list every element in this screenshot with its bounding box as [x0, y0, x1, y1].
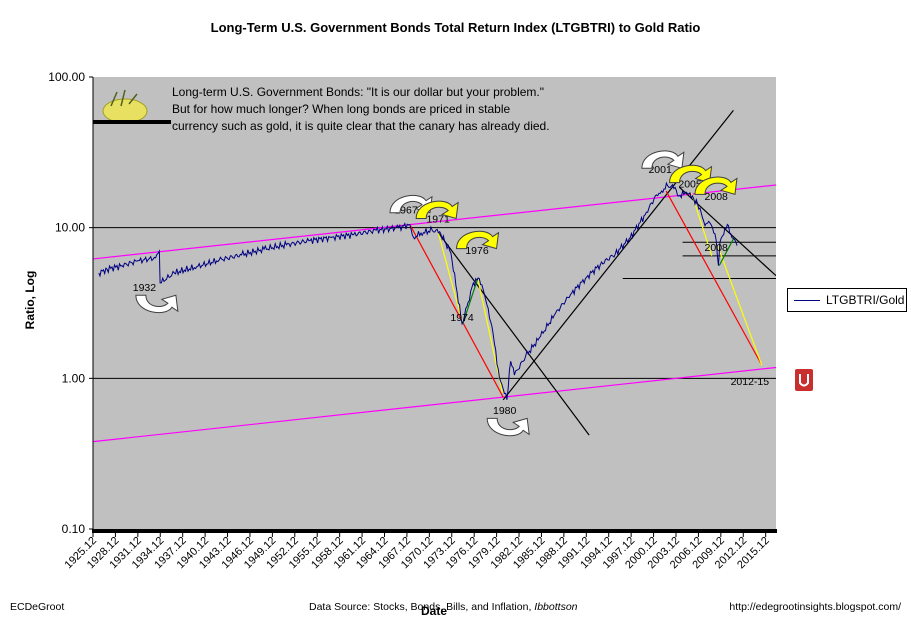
curved-arrow-2001-icon [641, 150, 685, 169]
yellow-trend-line-5 [437, 232, 464, 324]
curved-arrow-1971-icon [415, 200, 459, 220]
green-trend-line-10 [718, 237, 735, 266]
year-annotation: 1971 [426, 214, 450, 226]
curved-arrow-2008-icon [694, 176, 738, 196]
badge-bg [795, 369, 813, 391]
legend-label: LTGBTRI/Gold [826, 293, 905, 307]
canary-annotation: Long-term U.S. Government Bonds: "It is … [172, 85, 550, 133]
year-annotation: 2005 [678, 178, 702, 190]
series-line-ltgbtri-gold [98, 181, 738, 400]
green-trend-line-9 [462, 278, 479, 325]
curved-arrow-1980-icon-shape [486, 417, 530, 437]
y-tick-label: 10.00 [55, 221, 85, 235]
canary-legs [110, 89, 138, 107]
curved-arrow-1976-icon [456, 230, 500, 250]
y-tick-label: 1.00 [62, 371, 86, 385]
footer-author: ECDeGroot [10, 601, 65, 613]
plot-area [93, 77, 776, 529]
legend: LTGBTRI/Gold [787, 288, 907, 312]
curved-arrow-2001-icon-shape [641, 150, 685, 169]
y-tick-label: 100.00 [48, 70, 85, 84]
badge-mark [799, 374, 809, 387]
upper-channel-line [93, 184, 776, 260]
year-annotation: 1932 [133, 282, 157, 294]
black-trend-line-0 [437, 232, 590, 436]
y-axis-label: Ratio, Log [23, 270, 37, 330]
year-annotation: 1974 [450, 312, 474, 324]
curved-arrow-1976-icon-shape [456, 230, 500, 250]
curved-arrow-1932-icon [135, 294, 179, 314]
black-trend-line-1 [502, 110, 734, 401]
curved-arrow-1971-icon-shape [415, 200, 459, 220]
yellow-trend-line-8 [716, 243, 763, 366]
footer-url: http://edegrootinsights.blogspot.com/ [729, 601, 901, 613]
footer-source: Data Source: Stocks, Bonds, Bills, and I… [309, 601, 578, 613]
curved-arrow-2005-icon-shape [669, 164, 713, 184]
x-axis-line [92, 529, 777, 533]
year-annotation: 2008 [705, 242, 729, 254]
y-tick-label: 0.10 [62, 522, 86, 536]
curved-arrow-1980-icon [486, 417, 530, 437]
canary-perch [93, 120, 171, 124]
year-annotation: 2012-15 [731, 376, 770, 388]
year-annotation: 1980 [493, 405, 517, 417]
x-axis-label: Date [420, 604, 448, 618]
curved-arrow-2008-icon-shape [694, 176, 738, 196]
year-annotation: 2008 [705, 191, 729, 203]
footer-source-italic: Ibbottson [534, 601, 578, 613]
curved-arrow-2005-icon [669, 164, 713, 184]
year-annotation: 2001 [648, 164, 672, 176]
year-annotation: 1976 [465, 245, 489, 257]
legend-swatch [794, 299, 820, 301]
yellow-trend-line-6 [477, 278, 504, 394]
curved-arrow-1932-icon-shape [135, 294, 179, 314]
footer-source-prefix: Data Source: Stocks, Bonds, Bills, and I… [309, 601, 535, 613]
lower-channel-line [93, 366, 776, 443]
warning-badge-icon [795, 369, 813, 391]
red-trend-line-3 [409, 225, 504, 398]
canary-body [102, 98, 148, 124]
chart-title: Long-Term U.S. Government Bonds Total Re… [210, 20, 701, 35]
dead-canary-icon [93, 89, 171, 124]
red-trend-line-4 [665, 190, 762, 365]
